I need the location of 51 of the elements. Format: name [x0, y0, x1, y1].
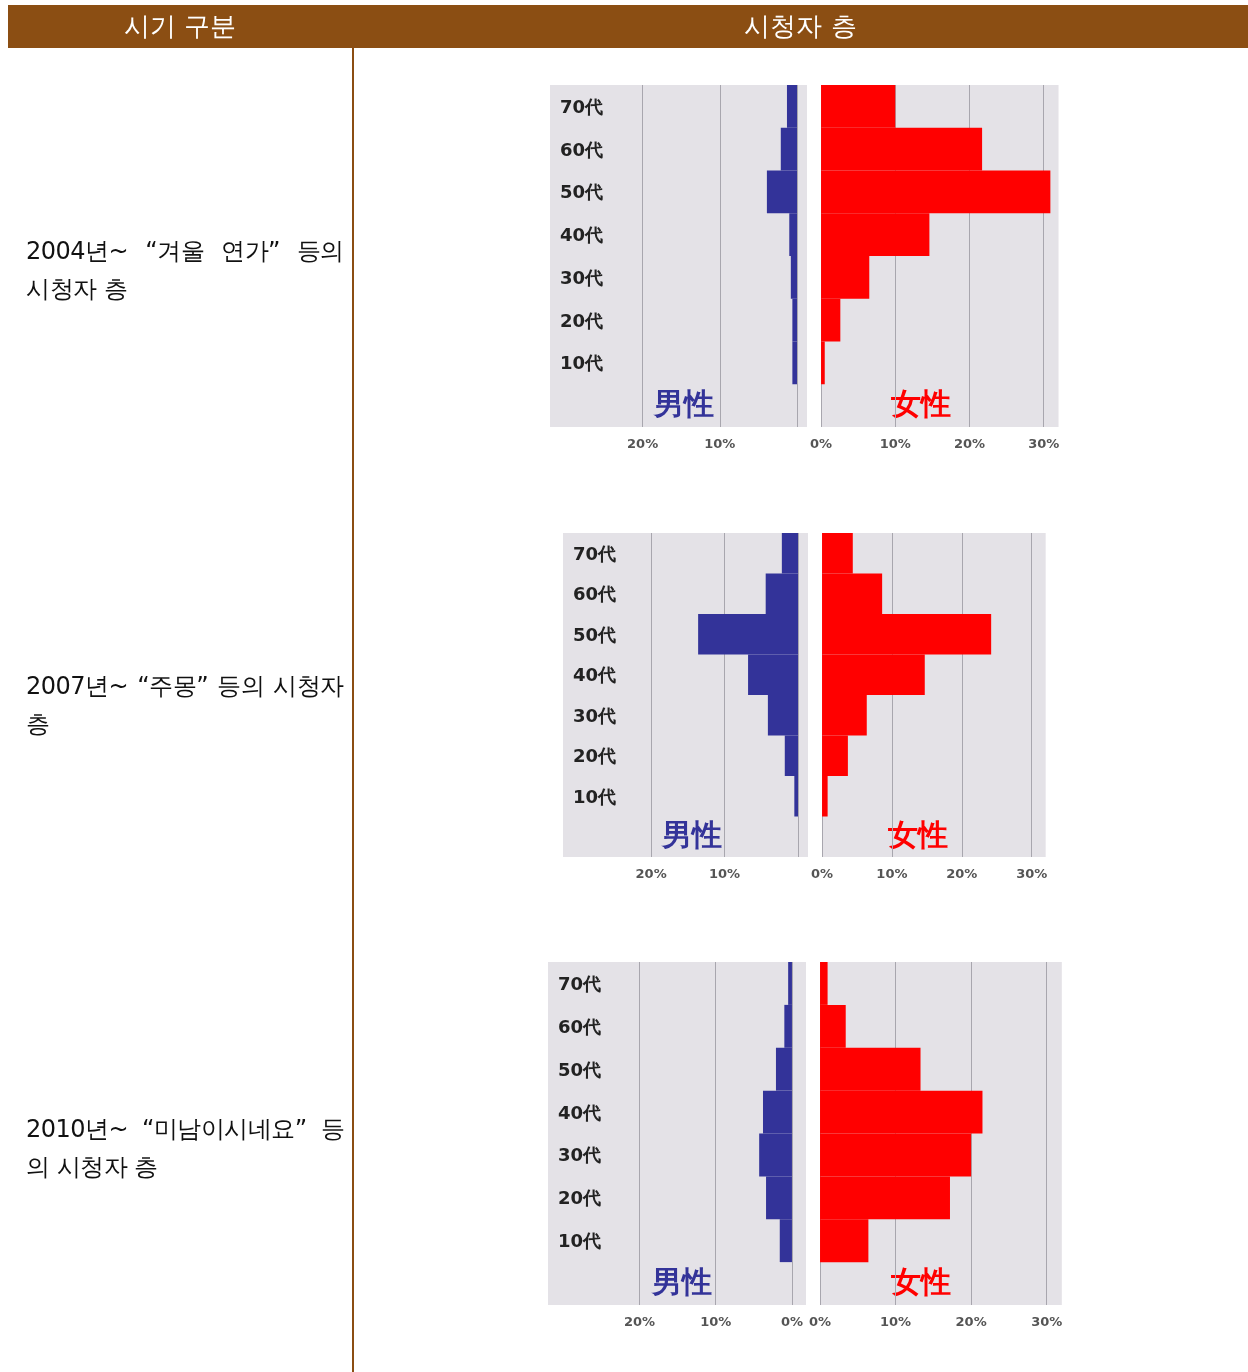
text: 시청자 층 [743, 10, 858, 43]
y-tick-label: 60代 [560, 138, 604, 160]
x-tick-label: 10% [879, 436, 911, 451]
y-tick-label: 60代 [558, 1015, 602, 1037]
x-tick-label: 20% [946, 866, 978, 881]
x-tick-label: 0% [811, 866, 834, 881]
y-tick-label: 70代 [573, 542, 617, 564]
y-tick-label: 50代 [573, 623, 617, 645]
y-tick-label: 70代 [560, 95, 604, 117]
x-tick-label: 20% [635, 866, 667, 881]
x-tick-label: 20% [627, 436, 659, 451]
series-label: 女性 [889, 1264, 951, 1300]
x-tick-label: 10% [704, 436, 736, 451]
y-tick-label: 10代 [558, 1230, 602, 1252]
y-tick-label: 40代 [573, 664, 617, 686]
series-label: 女性 [886, 817, 948, 853]
text: 男性 [651, 1264, 713, 1300]
x-tick-label: 10% [880, 1314, 912, 1329]
y-tick-label: 40代 [558, 1101, 602, 1123]
y-tick-label: 10代 [573, 785, 617, 807]
x-tick-label: 30% [1031, 1314, 1063, 1329]
y-tick-label: 50代 [560, 181, 604, 203]
y-tick-label: 20代 [558, 1187, 602, 1209]
y-tick-label: 70代 [558, 972, 602, 994]
text: 2010년~ “미남이시네요” 등의 시청자 층 [26, 1114, 344, 1183]
x-tick-label: 0% [810, 436, 833, 451]
y-tick-label: 20代 [560, 309, 604, 331]
y-tick-label: 30代 [560, 266, 604, 288]
y-tick-label: 30代 [558, 1144, 602, 1166]
x-tick-label: 20% [623, 1314, 656, 1329]
y-tick-label: 10代 [560, 352, 604, 374]
text: 시기 구분 [122, 10, 238, 43]
y-tick-label: 20代 [573, 745, 617, 767]
text: 2007년~ “주몽” 등의 시청자 층 [26, 671, 344, 740]
x-tick-label: 10% [700, 1314, 732, 1329]
x-tick-label: 20% [955, 1314, 987, 1329]
x-tick-label: 20% [953, 436, 986, 451]
text: 2004년~ “겨울 연가” 등의 시청자 층 [26, 236, 344, 305]
x-tick-label: 0% [780, 1314, 803, 1329]
x-tick-label: 0% [809, 1314, 832, 1329]
text: 男性 [652, 386, 714, 422]
text: 女性 [889, 386, 951, 422]
y-tick-label: 30代 [573, 704, 617, 726]
x-tick-label: 30% [1028, 436, 1060, 451]
y-tick-label: 50代 [558, 1058, 602, 1080]
y-tick-label: 40代 [560, 224, 604, 246]
y-tick-label: 60代 [573, 583, 617, 605]
x-tick-label: 30% [1016, 866, 1048, 881]
x-tick-label: 10% [876, 866, 908, 881]
x-tick-label: 10% [709, 866, 741, 881]
text: 男性 [660, 817, 722, 853]
